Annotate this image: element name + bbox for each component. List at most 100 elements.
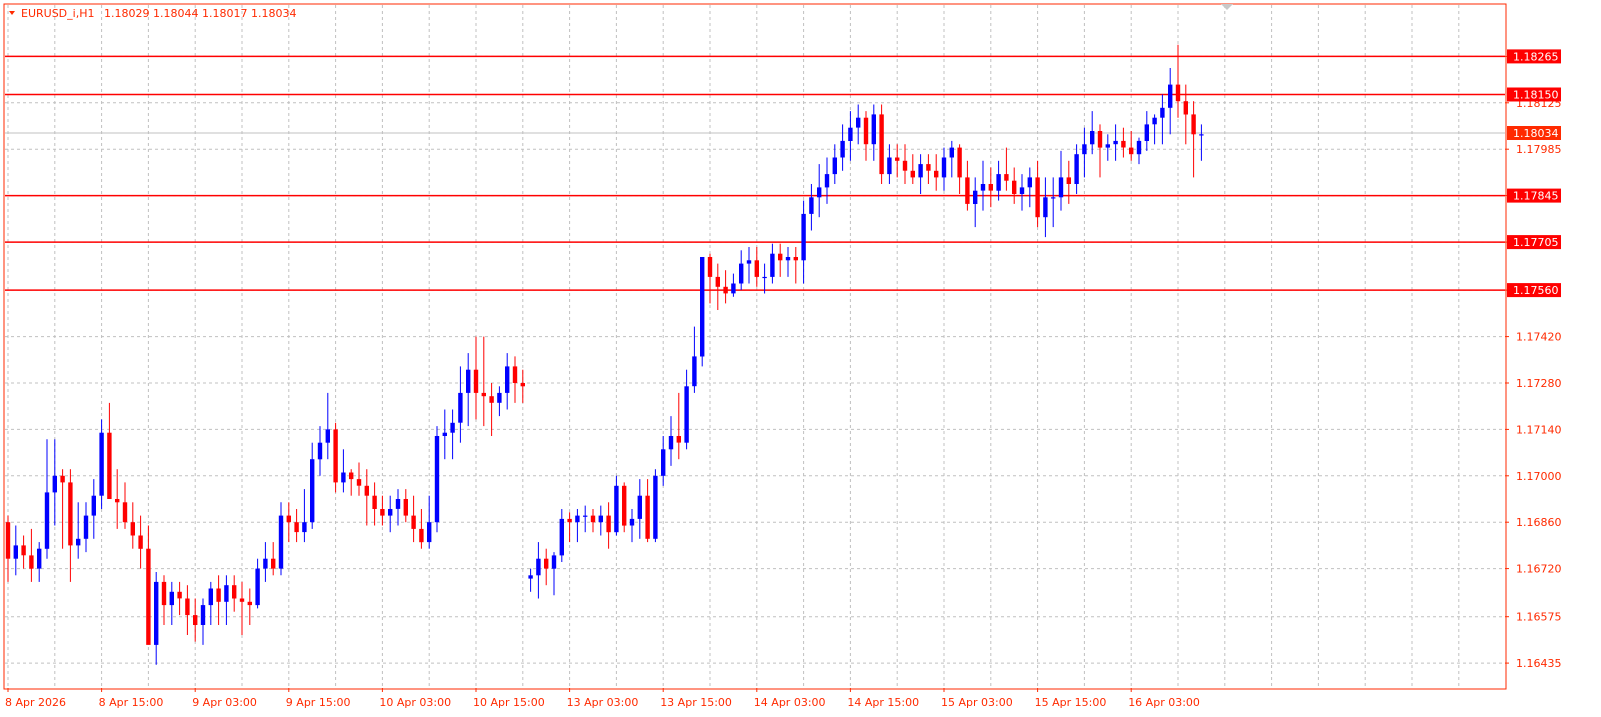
candle-body	[637, 495, 642, 519]
candle-body	[707, 257, 713, 277]
candle-body	[1168, 84, 1173, 108]
candle-body	[801, 213, 806, 261]
candle	[232, 575, 237, 612]
time-tick-label: 13 Apr 15:00	[660, 696, 732, 709]
candle	[793, 247, 798, 284]
triangle-down-icon[interactable]	[9, 11, 15, 15]
candle	[645, 479, 650, 543]
candle	[122, 482, 128, 529]
price-tick-label: 1.16575	[1516, 611, 1562, 624]
candle-body	[926, 164, 931, 171]
candle-body	[107, 432, 112, 499]
candle-body	[715, 276, 720, 287]
candle	[1183, 84, 1188, 145]
candle	[52, 439, 57, 526]
candle	[403, 489, 408, 523]
candle-body	[1074, 154, 1079, 184]
candle	[668, 416, 674, 466]
candle	[629, 509, 635, 543]
candle-body	[466, 369, 471, 393]
candle-body	[1121, 140, 1126, 148]
candle	[676, 392, 681, 460]
symbol-label: EURUSD_i,H1	[21, 7, 94, 20]
candle-body	[793, 257, 798, 261]
candle-body	[949, 147, 954, 158]
candle-body	[902, 160, 908, 171]
candle-body	[138, 535, 143, 549]
level-price-label: 1.17560	[1513, 284, 1559, 297]
candle	[5, 515, 11, 582]
candle	[918, 154, 923, 194]
candle-body	[840, 140, 845, 158]
candle	[1144, 111, 1149, 151]
candle-body	[208, 588, 213, 606]
candle	[1168, 68, 1173, 135]
price-tick-label: 1.16720	[1516, 563, 1562, 576]
candle-body	[458, 392, 463, 423]
candle	[458, 366, 463, 443]
candle	[598, 505, 603, 536]
candle	[356, 462, 362, 496]
candle-body	[1019, 187, 1025, 194]
level-price-badge	[1507, 87, 1561, 102]
candle	[216, 575, 221, 625]
price-tick-label: 1.17140	[1516, 423, 1562, 436]
shift-marker-icon[interactable]	[1221, 4, 1233, 10]
candle	[450, 409, 455, 460]
time-axis: 8 Apr 2026 8 Apr 15:00 9 Apr 03:00 9 Apr 15…	[5, 688, 1200, 709]
candle-body	[895, 157, 900, 161]
candle	[590, 509, 596, 533]
candle	[247, 588, 252, 625]
candle	[1121, 127, 1126, 158]
candle	[1043, 177, 1048, 238]
candle-body	[442, 432, 447, 436]
candle-body	[380, 509, 385, 516]
candle	[832, 144, 837, 184]
candle	[1129, 131, 1134, 161]
time-tick-label: 10 Apr 15:00	[473, 696, 545, 709]
candle	[700, 257, 705, 367]
candle	[910, 154, 915, 184]
candle	[731, 273, 736, 297]
candle	[1113, 124, 1118, 161]
candle-body	[676, 436, 681, 443]
time-tick-label: 9 Apr 15:00	[286, 696, 351, 709]
candle	[1019, 174, 1025, 211]
candle	[466, 353, 471, 427]
level-price-badge	[1507, 235, 1561, 250]
candle	[957, 144, 962, 194]
candle	[473, 336, 479, 420]
level-price-label: 1.18265	[1513, 50, 1559, 63]
candle-body	[785, 257, 791, 261]
candle	[887, 144, 892, 184]
candle-body	[622, 485, 627, 526]
candle	[856, 104, 861, 145]
candle	[21, 535, 26, 569]
candle-body	[224, 585, 229, 602]
candle	[442, 409, 447, 460]
candle-body	[356, 479, 362, 486]
candle	[1051, 177, 1056, 228]
candle	[76, 502, 81, 559]
candle-body	[1152, 117, 1157, 125]
candle	[973, 177, 978, 228]
level-price-badge	[1507, 49, 1561, 64]
time-tick-label: 15 Apr 03:00	[941, 696, 1013, 709]
candle-body	[481, 392, 486, 397]
candle	[996, 160, 1001, 201]
candle-body	[317, 442, 323, 460]
candle-body	[310, 459, 315, 523]
candle	[980, 160, 986, 211]
candle	[520, 369, 525, 403]
candle-body	[497, 392, 502, 403]
candle-body	[29, 555, 34, 569]
level-price-badge	[1507, 283, 1561, 298]
candle	[13, 525, 18, 576]
candle	[559, 509, 564, 562]
horizontal-levels[interactable]	[5, 55, 1505, 291]
level-price-label: 1.17705	[1513, 236, 1559, 249]
candle	[824, 157, 830, 204]
candle	[286, 502, 291, 543]
